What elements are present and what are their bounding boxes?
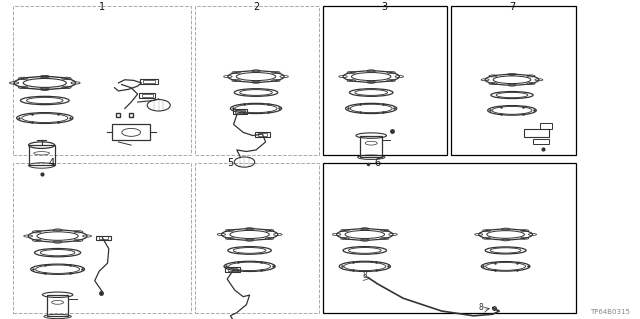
Bar: [47, 295, 68, 316]
Bar: [533, 139, 549, 144]
Bar: [451, 6, 576, 155]
Bar: [13, 163, 191, 313]
Text: TP64B0315: TP64B0315: [591, 309, 630, 315]
Bar: [13, 6, 191, 155]
Bar: [323, 163, 576, 313]
Bar: [360, 136, 382, 157]
Bar: [99, 236, 108, 239]
Bar: [143, 80, 155, 83]
Bar: [323, 6, 447, 155]
Bar: [97, 235, 111, 240]
Bar: [225, 267, 239, 272]
Bar: [195, 163, 319, 313]
Text: 7: 7: [509, 2, 515, 11]
Bar: [540, 123, 552, 129]
Bar: [29, 145, 54, 166]
Text: 1: 1: [99, 2, 106, 11]
Text: 8: 8: [362, 271, 367, 279]
Bar: [139, 93, 156, 98]
Bar: [195, 6, 319, 155]
Text: 5: 5: [227, 158, 234, 168]
Bar: [113, 124, 150, 140]
Text: 8: 8: [479, 303, 484, 312]
Bar: [524, 129, 549, 137]
Bar: [142, 94, 152, 97]
Bar: [141, 79, 157, 84]
Text: 4: 4: [48, 158, 54, 168]
Bar: [233, 109, 247, 114]
Text: 2: 2: [253, 2, 259, 11]
Text: 3: 3: [381, 2, 387, 11]
Bar: [236, 110, 245, 113]
Bar: [228, 268, 237, 271]
Bar: [258, 133, 268, 136]
Bar: [255, 132, 269, 137]
Text: 6: 6: [374, 158, 381, 168]
